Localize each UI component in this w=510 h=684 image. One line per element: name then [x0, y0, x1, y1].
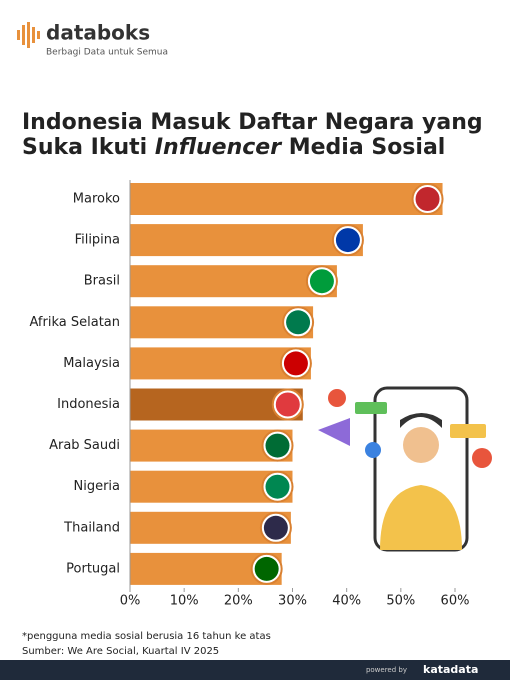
y-tick-label: Thailand — [63, 520, 120, 535]
y-tick-label: Portugal — [66, 561, 120, 576]
bar — [130, 265, 337, 298]
chart-title: Indonesia Masuk Daftar Negara yang — [22, 110, 483, 135]
y-tick-label: Arab Saudi — [49, 438, 120, 453]
x-tick-label: 20% — [224, 594, 253, 609]
footer-powered: powered by — [366, 666, 407, 674]
flag — [415, 187, 440, 211]
x-tick-label: 60% — [441, 594, 470, 609]
y-tick-label: Filipina — [75, 233, 120, 248]
footer-bar — [0, 660, 510, 680]
flag — [265, 433, 290, 458]
brand-tagline: Berbagi Data untuk Semua — [46, 48, 168, 58]
y-tick-label: Afrika Selatan — [30, 315, 121, 330]
logo-icon — [17, 22, 40, 48]
title-italic: Influencer — [155, 135, 282, 160]
flag — [286, 310, 311, 335]
chart-title: Suka Ikuti Influencer Media Sosial — [22, 135, 445, 160]
x-tick-label: 40% — [332, 594, 361, 609]
footer-company: katadata — [423, 663, 478, 676]
x-tick-label: 50% — [386, 594, 415, 609]
y-tick-label: Maroko — [73, 192, 120, 207]
y-tick-label: Malaysia — [63, 356, 120, 371]
bar — [130, 224, 363, 257]
flag — [309, 269, 334, 294]
x-tick-label: 30% — [278, 594, 307, 609]
illustration — [318, 386, 492, 552]
x-tick-label: 10% — [170, 594, 199, 609]
flag — [275, 392, 300, 417]
brand-name: databoks — [46, 21, 150, 45]
bar — [130, 183, 443, 215]
flag — [265, 474, 290, 499]
source: Sumber: We Are Social, Kuartal IV 2025 — [22, 646, 219, 657]
x-tick-label: 0% — [120, 594, 141, 609]
title-part: Suka Ikuti — [22, 135, 155, 160]
y-tick-label: Brasil — [84, 274, 120, 289]
flag — [263, 515, 288, 540]
title-part: Media Sosial — [281, 135, 445, 160]
flag — [335, 228, 360, 253]
y-tick-label: Nigeria — [73, 479, 120, 494]
footnote: *pengguna media sosial berusia 16 tahun … — [22, 631, 271, 642]
flag — [283, 351, 308, 376]
y-tick-label: Indonesia — [57, 397, 120, 412]
flag — [254, 556, 279, 581]
